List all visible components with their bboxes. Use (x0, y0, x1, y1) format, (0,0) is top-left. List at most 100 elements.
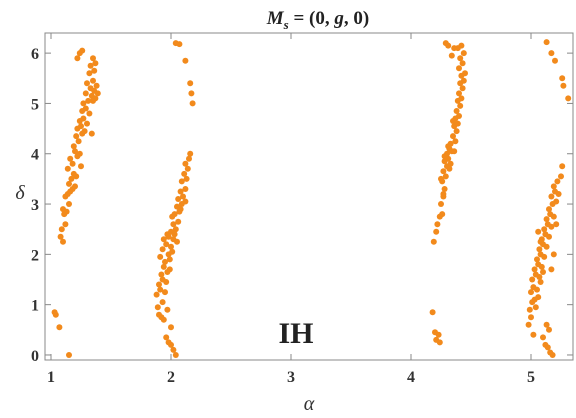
scatter-point (558, 173, 564, 180)
scatter-point (170, 346, 177, 353)
scatter-point (552, 57, 558, 64)
scatter-point (440, 191, 447, 197)
scatter-point (462, 70, 468, 77)
data-points (51, 39, 572, 358)
x-axis-label: α (304, 393, 315, 415)
scatter-point (528, 314, 534, 321)
scatter-point (176, 41, 183, 48)
scatter-point (453, 128, 460, 135)
scatter-point (66, 201, 72, 207)
scatter-point (164, 306, 171, 313)
title-matrix: M (266, 8, 285, 29)
scatter-point (460, 77, 467, 84)
scatter-point (75, 138, 82, 145)
scatter-point (553, 221, 560, 228)
scatter-point (188, 90, 195, 97)
scatter-point (66, 180, 72, 187)
scatter-point (531, 266, 538, 273)
scatter-point (157, 286, 164, 293)
title-subscript: s (283, 17, 289, 32)
scatter-point (528, 289, 534, 296)
scatter-point (159, 246, 166, 253)
scatter-point (459, 85, 466, 92)
scatter-point (554, 178, 561, 185)
scatter-point (177, 206, 184, 213)
scatter-point (187, 150, 194, 157)
scatter-point (189, 100, 196, 107)
scatter-point (72, 183, 78, 190)
scatter-point (441, 186, 448, 192)
scatter-point (72, 148, 78, 155)
scatter-point (458, 95, 465, 102)
scatter-point (553, 198, 560, 205)
scatter-point (78, 163, 84, 170)
scatter-point (64, 165, 71, 172)
scatter-point (169, 248, 176, 255)
scatter-point (169, 213, 176, 220)
scatter-point (537, 238, 544, 245)
scatter-point (447, 160, 454, 167)
scatter-point (458, 42, 465, 49)
scatter-point (550, 183, 557, 190)
scatter-point (445, 143, 452, 150)
plot-frame (44, 32, 574, 361)
scatter-point (170, 221, 177, 228)
scatter-point (168, 243, 174, 250)
scatter-point (440, 168, 447, 175)
scatter-point (163, 279, 170, 285)
y-tick-label: 6 (31, 46, 39, 63)
scatter-point (172, 352, 179, 358)
scatter-point (78, 123, 84, 130)
scatter-point (451, 45, 458, 52)
scatter-point (459, 60, 466, 67)
scatter-point (546, 326, 552, 333)
scatter-point (550, 213, 557, 220)
scatter-point (86, 70, 93, 77)
scatter-point (457, 55, 464, 62)
scatter-point (541, 226, 548, 233)
scatter-point (450, 118, 456, 124)
scatter-point (559, 75, 566, 82)
title-eq: = (0, (289, 8, 335, 29)
scatter-point (540, 334, 546, 341)
scatter-point (453, 108, 460, 114)
y-tick-label: 5 (31, 96, 39, 113)
scatter-point (529, 276, 536, 283)
scatter-point (69, 160, 76, 167)
scatter-point (166, 266, 173, 273)
scatter-point (168, 324, 174, 331)
scatter-point (164, 231, 171, 238)
scatter-point (526, 306, 533, 313)
chart-title: Ms = (0, g, 0) (266, 8, 369, 32)
scatter-point (540, 269, 546, 275)
scatter-point (532, 304, 539, 311)
scatter-point (535, 228, 542, 235)
scatter-point (90, 77, 96, 84)
scatter-point (456, 65, 462, 72)
scatter-point (530, 331, 537, 338)
scatter-point (82, 90, 89, 97)
scatter-point (433, 228, 440, 235)
scatter-point (177, 188, 184, 195)
scatter-point (70, 170, 77, 177)
scatter-point (68, 175, 75, 182)
scatter-point (160, 236, 167, 243)
scatter-point (60, 238, 66, 245)
scatter-point (445, 42, 452, 49)
scatter-point (58, 226, 65, 233)
scatter-point (451, 148, 458, 155)
scatter-point (62, 221, 69, 228)
scatter-point (534, 256, 540, 263)
scatter-point (452, 138, 459, 145)
x-axis-ticks: 1 2 3 4 5 (47, 33, 535, 386)
scatter-point (153, 291, 160, 298)
scatter-point (548, 50, 555, 57)
scatter-point (546, 206, 552, 213)
scatter-point (456, 113, 462, 119)
scatter-point (74, 55, 81, 62)
scatter-point (435, 331, 442, 338)
scatter-point (56, 324, 63, 331)
scatter-point (442, 173, 449, 180)
scatter-point (446, 165, 453, 172)
